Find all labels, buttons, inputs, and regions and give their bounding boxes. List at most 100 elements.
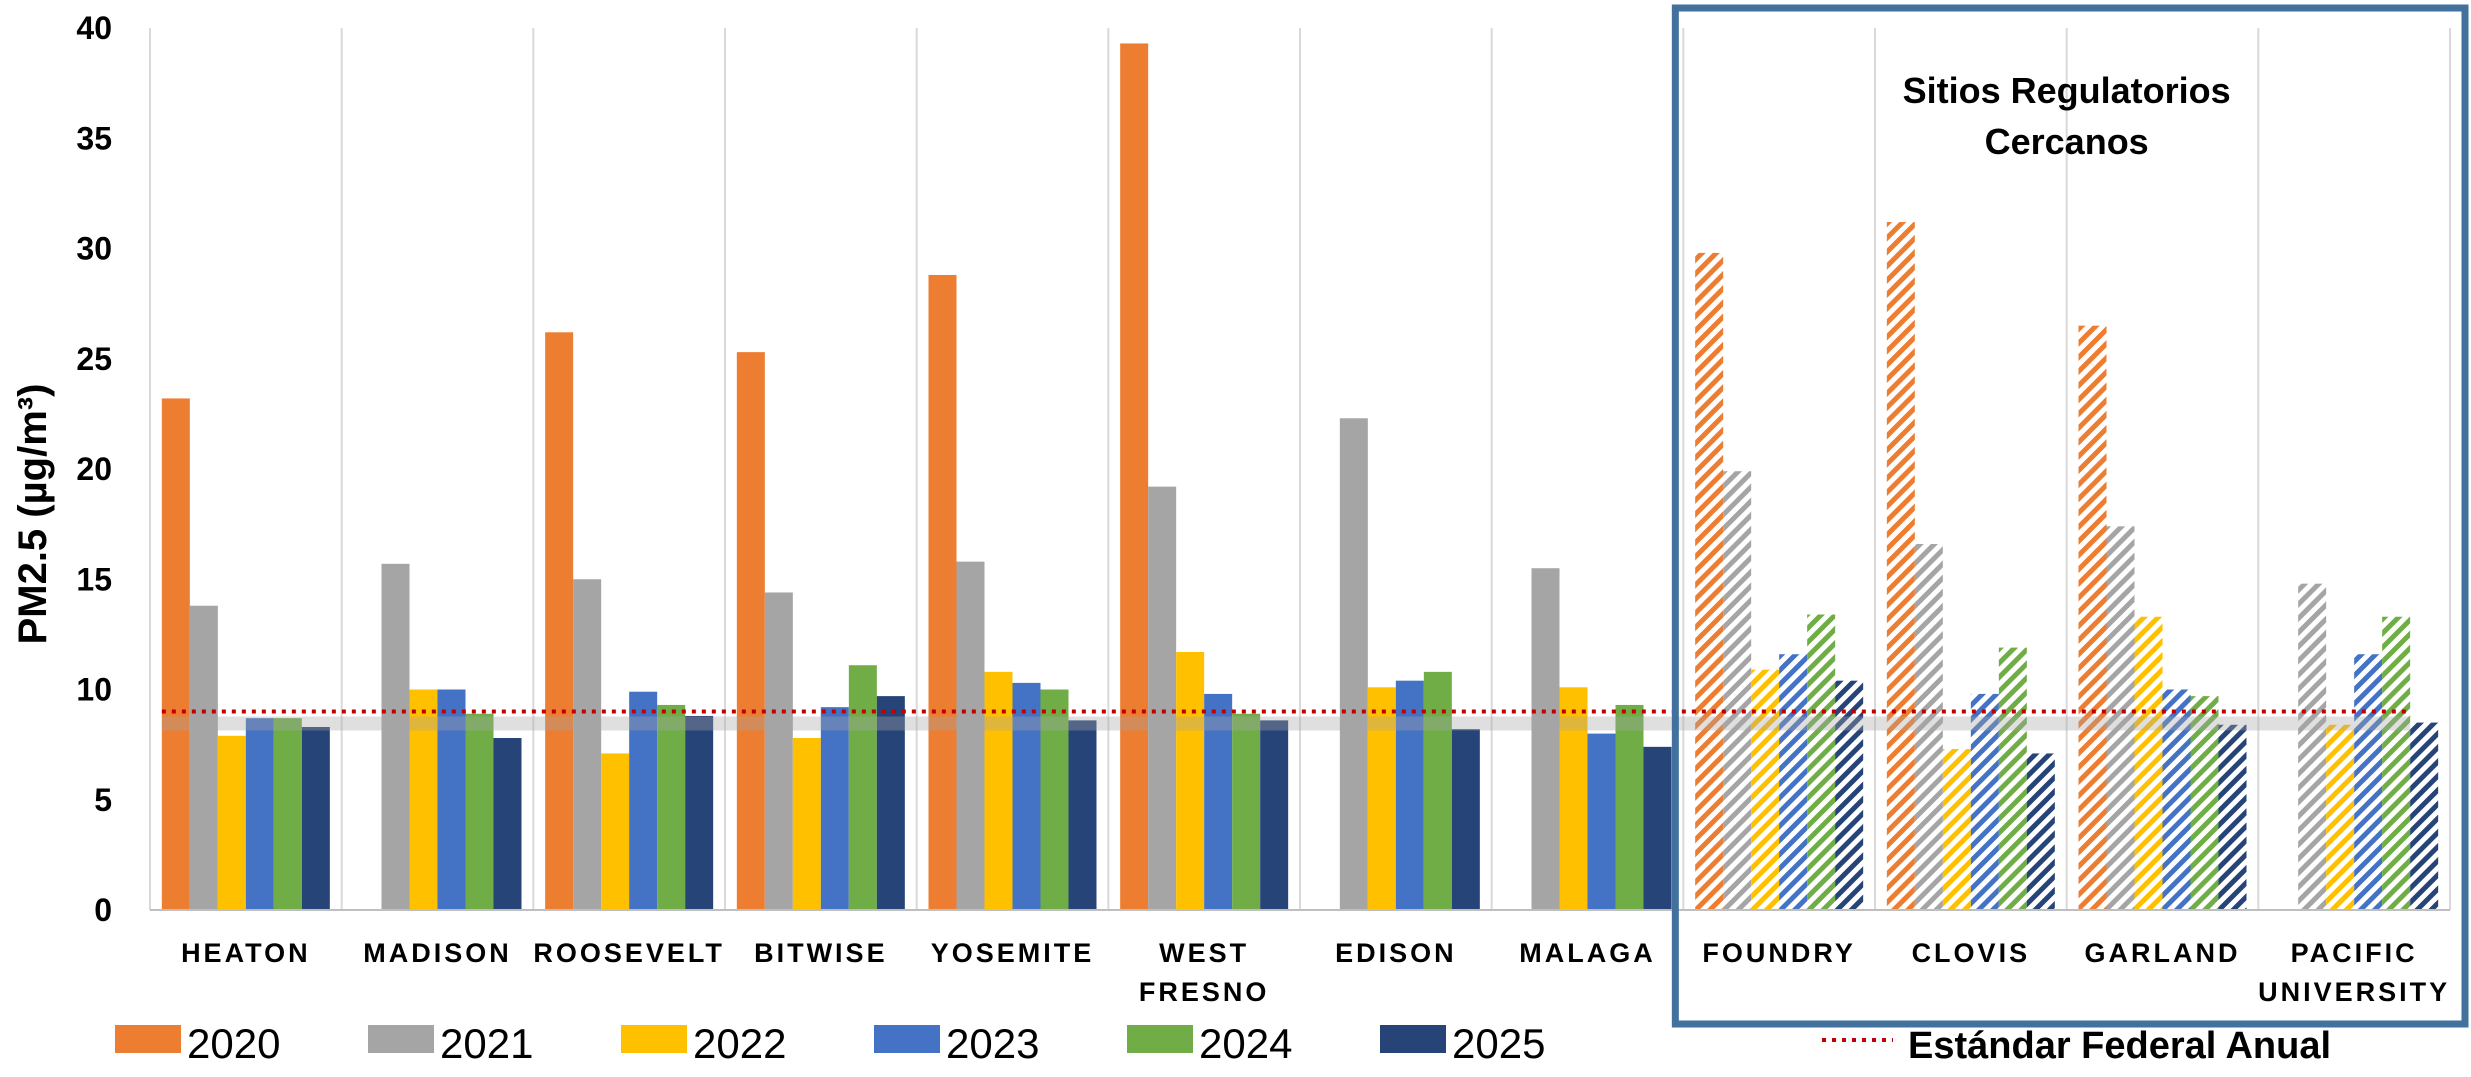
y-tick-label: 30: [76, 231, 112, 267]
regulatory-box-border: [1671, 4, 2469, 1028]
x-tick-label: ROOSEVELT: [533, 938, 725, 968]
bar-heaton-2022: [217, 735, 246, 910]
bar-bitwise-2023: [820, 707, 849, 910]
y-tick-label: 15: [76, 561, 112, 597]
legend-label-2020: 2020: [187, 1020, 280, 1067]
bar-roosevelt-2023: [629, 691, 658, 910]
bar-malaga-2022: [1559, 687, 1588, 910]
x-tick-label: HEATON: [181, 938, 311, 968]
x-tick-label: FRESNO: [1139, 977, 1270, 1007]
bar-yosemite-2020: [928, 274, 957, 911]
bar-heaton-2023: [245, 718, 274, 910]
bar-west-fresno-2025: [1260, 720, 1289, 910]
bar-yosemite-2023: [1012, 682, 1041, 910]
bar-garland-2021: [2106, 526, 2135, 910]
legend-swatch-2020: [115, 1025, 181, 1053]
bar-clovis-2021: [1914, 543, 1943, 910]
bar-edison-2023: [1395, 680, 1424, 910]
y-tick-label: 20: [76, 451, 112, 487]
bar-roosevelt-2021: [573, 579, 602, 910]
legend-label-2024: 2024: [1199, 1020, 1292, 1067]
bar-west-fresno-2022: [1176, 652, 1205, 910]
bar-garland-2020: [2078, 325, 2107, 910]
regulatory-sites-box: Sitios Regulatorios Cercanos: [1671, 4, 2469, 1028]
x-axis: HEATON MADISON ROOSEVELT BITWISE YOSEMITE WES…: [150, 909, 2450, 1007]
legend-swatch-2021: [368, 1025, 434, 1053]
bar-clovis-2024: [1998, 647, 2027, 910]
legend-swatch-2024: [1127, 1025, 1193, 1053]
y-tick-label: 10: [76, 672, 112, 708]
bar-madison-2022: [409, 689, 438, 910]
bar-malaga-2024: [1615, 704, 1644, 910]
legend-label-2025: 2025: [1452, 1020, 1545, 1067]
bar-garland-2024: [2190, 696, 2219, 910]
y-tick-label: 5: [94, 782, 112, 818]
x-tick-label: MADISON: [363, 938, 512, 968]
bar-west-fresno-2023: [1204, 693, 1233, 910]
bar-madison-2023: [437, 689, 466, 910]
x-tick-label: EDISON: [1335, 938, 1457, 968]
legend-label-2021: 2021: [440, 1020, 533, 1067]
bar-edison-2022: [1367, 687, 1396, 910]
x-tick-label: CLOVIS: [1912, 938, 2031, 968]
bar-foundry-2023: [1779, 654, 1808, 910]
y-axis: 0 5 10 15 20 25 30 35 40: [76, 10, 112, 928]
x-tick-label: UNIVERSITY: [2258, 977, 2450, 1007]
x-tick-label: FOUNDRY: [1702, 938, 1856, 968]
reference-line: [161, 709, 2411, 731]
bar-madison-2024: [465, 713, 494, 910]
bar-garland-2025: [2218, 724, 2247, 910]
legend-swatch-2025: [1380, 1025, 1446, 1053]
bar-yosemite-2021: [956, 561, 985, 910]
bar-foundry-2022: [1751, 669, 1780, 910]
bar-bitwise-2024: [848, 665, 877, 910]
bar-bitwise-2025: [876, 696, 905, 910]
y-tick-label: 25: [76, 341, 112, 377]
bar-roosevelt-2024: [657, 704, 686, 910]
x-tick-label: MALAGA: [1519, 938, 1655, 968]
bar-roosevelt-2025: [685, 715, 714, 910]
y-axis-label: PM2.5 (µg/m³): [11, 384, 55, 645]
x-tick-label: GARLAND: [2085, 938, 2241, 968]
bar-pacific-university-2021: [2298, 583, 2327, 910]
legend-swatch-2023: [874, 1025, 940, 1053]
bar-yosemite-2024: [1040, 689, 1069, 910]
x-tick-label: BITWISE: [754, 938, 888, 968]
bar-roosevelt-2022: [601, 753, 630, 910]
bar-west-fresno-2021: [1148, 486, 1177, 910]
bar-clovis-2022: [1942, 749, 1971, 910]
bar-bitwise-2020: [736, 352, 765, 910]
bar-heaton-2020: [161, 398, 190, 910]
bar-edison-2024: [1423, 671, 1452, 910]
regulatory-box-title: Cercanos: [1985, 121, 2149, 162]
bar-malaga-2025: [1643, 746, 1672, 910]
bar-edison-2025: [1451, 729, 1480, 910]
category-separators: [149, 28, 2451, 910]
bar-garland-2022: [2134, 616, 2163, 910]
bar-pacific-university-2023: [2354, 654, 2383, 910]
legend: 2020 2021 2022 2023 2024 2025 Estándar Federal…: [115, 1020, 2331, 1067]
bar-yosemite-2025: [1068, 720, 1097, 910]
bar-west-fresno-2024: [1232, 713, 1261, 910]
bar-pacific-university-2025: [2410, 722, 2439, 910]
bar-west-fresno-2020: [1120, 43, 1149, 911]
bar-roosevelt-2020: [545, 332, 574, 910]
bar-madison-2025: [493, 738, 522, 910]
bar-bitwise-2022: [792, 738, 821, 910]
legend-label-2022: 2022: [693, 1020, 786, 1067]
bar-heaton-2021: [189, 605, 218, 910]
bar-heaton-2025: [301, 726, 330, 910]
bar-heaton-2024: [273, 718, 302, 910]
y-tick-label: 40: [76, 10, 112, 46]
x-tick-label: YOSEMITE: [931, 938, 1095, 968]
bar-clovis-2023: [1970, 693, 1999, 910]
x-tick-label: WEST: [1159, 938, 1249, 968]
y-tick-label: 35: [76, 120, 112, 156]
regulatory-box-title: Sitios Regulatorios: [1903, 70, 2231, 111]
bar-yosemite-2022: [984, 671, 1013, 910]
y-tick-label: 0: [94, 892, 112, 928]
bar-clovis-2020: [1886, 222, 1915, 911]
bar-clovis-2025: [2026, 753, 2055, 910]
bar-foundry-2024: [1807, 614, 1836, 910]
